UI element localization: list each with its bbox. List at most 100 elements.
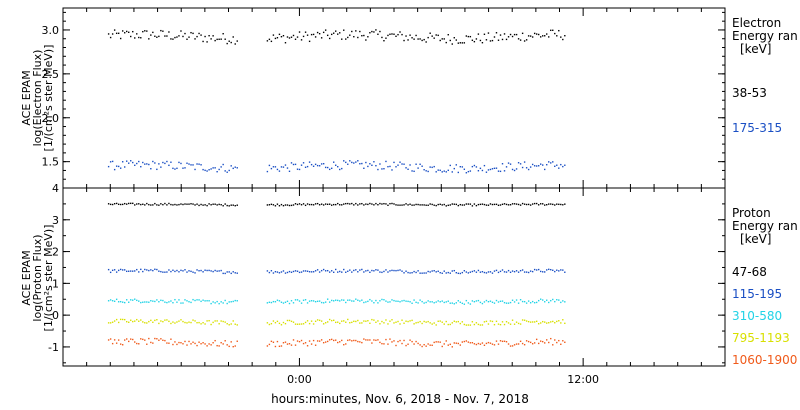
data-point bbox=[544, 321, 546, 323]
data-point bbox=[539, 163, 542, 165]
data-point bbox=[467, 272, 470, 274]
data-point bbox=[419, 320, 421, 323]
data-point bbox=[109, 36, 112, 39]
data-point bbox=[164, 162, 166, 165]
data-point bbox=[180, 342, 182, 344]
data-point bbox=[393, 299, 395, 302]
data-point bbox=[294, 323, 297, 325]
data-point bbox=[481, 41, 484, 44]
data-point bbox=[224, 272, 226, 275]
data-point bbox=[554, 165, 556, 167]
data-point bbox=[284, 42, 287, 44]
data-point bbox=[146, 202, 148, 205]
data-point bbox=[156, 204, 158, 206]
data-point bbox=[535, 33, 538, 35]
data-point bbox=[142, 270, 144, 273]
data-point bbox=[119, 343, 122, 345]
data-point bbox=[493, 344, 496, 346]
data-point bbox=[437, 270, 439, 272]
data-point bbox=[292, 270, 295, 273]
y-tick-label: 1 bbox=[52, 277, 59, 290]
data-point bbox=[333, 203, 335, 206]
data-point bbox=[431, 270, 433, 272]
data-point bbox=[280, 166, 283, 168]
data-point bbox=[395, 269, 397, 272]
data-point bbox=[300, 323, 303, 325]
data-point bbox=[298, 340, 301, 343]
data-point bbox=[525, 302, 528, 304]
data-point bbox=[152, 269, 154, 272]
data-point bbox=[562, 165, 564, 168]
data-point bbox=[270, 270, 273, 272]
data-point bbox=[310, 163, 313, 166]
data-point bbox=[296, 270, 299, 272]
data-point bbox=[286, 343, 289, 345]
data-point bbox=[483, 33, 486, 35]
data-point bbox=[491, 343, 494, 345]
data-point bbox=[312, 300, 315, 302]
data-point bbox=[134, 37, 136, 39]
data-point bbox=[562, 38, 564, 41]
data-point bbox=[558, 320, 560, 322]
data-point bbox=[212, 167, 214, 169]
data-point bbox=[230, 165, 232, 167]
data-point bbox=[453, 320, 455, 322]
data-point bbox=[144, 163, 146, 165]
data-point bbox=[455, 203, 457, 206]
data-point bbox=[111, 203, 114, 206]
data-point bbox=[333, 32, 335, 34]
data-point bbox=[142, 30, 144, 33]
data-point bbox=[142, 161, 144, 164]
data-point bbox=[491, 168, 494, 170]
data-point bbox=[121, 301, 124, 303]
data-point bbox=[322, 302, 325, 304]
data-point bbox=[128, 162, 130, 164]
data-point bbox=[375, 202, 377, 205]
data-point bbox=[564, 322, 566, 325]
data-point bbox=[192, 319, 194, 321]
data-point bbox=[349, 299, 351, 301]
data-point bbox=[196, 321, 198, 324]
data-point bbox=[419, 344, 421, 346]
data-point bbox=[361, 341, 363, 344]
data-point bbox=[447, 271, 449, 274]
data-point bbox=[343, 299, 345, 301]
data-point bbox=[361, 162, 363, 165]
data-point bbox=[381, 298, 383, 301]
data-point bbox=[493, 36, 496, 38]
x-tick-label: 12:00 bbox=[567, 373, 599, 386]
data-point bbox=[405, 344, 407, 347]
data-point bbox=[220, 269, 222, 272]
data-point bbox=[328, 301, 331, 303]
data-point bbox=[192, 341, 194, 343]
data-point bbox=[401, 204, 403, 206]
data-point bbox=[475, 271, 478, 273]
data-point bbox=[479, 167, 482, 170]
data-point bbox=[479, 324, 482, 326]
data-point bbox=[387, 165, 389, 168]
data-point bbox=[337, 166, 339, 168]
data-point bbox=[316, 319, 319, 321]
data-point bbox=[210, 204, 212, 206]
data-point bbox=[529, 166, 532, 168]
data-point bbox=[130, 319, 132, 321]
data-point bbox=[117, 165, 120, 168]
data-point bbox=[119, 318, 122, 321]
data-point bbox=[531, 163, 534, 166]
data-point bbox=[445, 320, 447, 323]
data-point bbox=[481, 169, 484, 172]
data-point bbox=[373, 270, 375, 272]
data-point bbox=[158, 163, 160, 165]
data-point bbox=[475, 166, 478, 168]
data-point bbox=[427, 300, 429, 302]
data-point bbox=[184, 167, 186, 169]
data-point bbox=[300, 302, 303, 304]
data-point bbox=[501, 269, 504, 271]
data-point bbox=[138, 300, 140, 302]
data-point bbox=[357, 204, 359, 206]
data-point bbox=[461, 42, 464, 44]
data-point bbox=[469, 271, 472, 273]
data-point bbox=[503, 271, 506, 273]
data-point bbox=[347, 299, 349, 301]
data-point bbox=[142, 321, 144, 323]
